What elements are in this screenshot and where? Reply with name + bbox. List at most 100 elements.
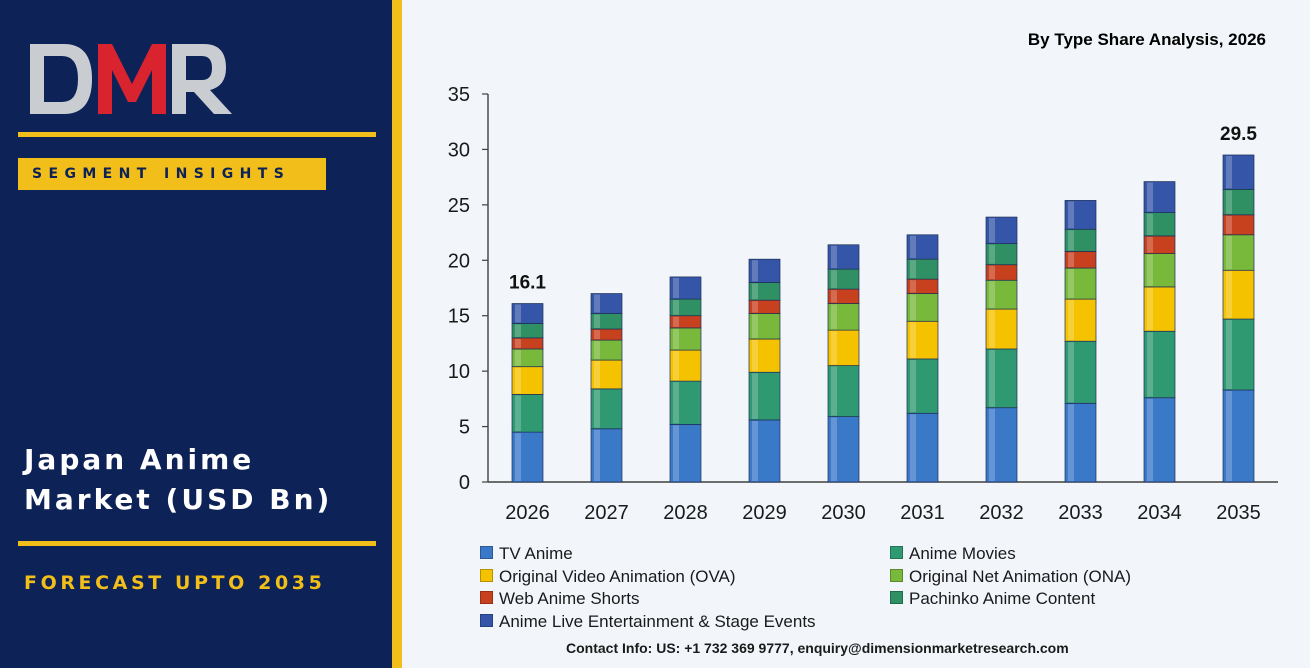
bar-highlight [752,339,758,372]
legend-item: Anime Live Entertainment & Stage Events [480,611,816,633]
bar-highlight [673,328,679,350]
y-tick-label: 25 [448,195,470,217]
legend-swatch [890,591,903,605]
bar-highlight [910,359,916,413]
bar-highlight [1068,252,1074,268]
bar-segment [1064,402,1097,483]
legend-item: Original Net Animation (ONA) [890,566,1131,588]
y-axis: 0 5 10 15 20 25 30 35 [448,84,489,494]
bar-highlight [989,281,995,309]
segment-insights-badge: SEGMENT INSIGHTS [18,158,326,190]
x-tick-label: 2028 [663,502,708,524]
bar-segment [590,359,623,390]
bar-highlight [1226,190,1232,214]
bar-segment [827,303,860,331]
market-title-line2: Market (USD Bn) [24,483,333,516]
bar-highlight [1147,287,1153,331]
bar-highlight [1226,390,1232,481]
bar-highlight [831,304,837,330]
y-tick-label: 0 [459,472,470,494]
bar-segment [590,293,623,314]
bar-highlight [752,301,758,313]
bar-highlight [989,265,995,280]
bar-highlight [1147,254,1153,286]
bar-highlight [673,300,679,315]
bar-highlight [910,414,916,481]
bar-segment [511,303,544,324]
bar-highlight [594,294,600,313]
bar-highlight [752,420,758,481]
bar-highlight [910,280,916,293]
bar-highlight [1226,271,1232,319]
bar-highlight [989,349,995,407]
bar-highlight [515,395,521,432]
total-labels: 16.1 29.5 [509,124,1257,294]
bar-highlight [594,341,600,360]
total-label: 29.5 [1220,124,1257,145]
y-tick-label: 5 [459,417,470,439]
bar-highlight [752,373,758,419]
bar-highlight [673,351,679,381]
bar-highlight [1068,300,1074,341]
bar-highlight [1147,213,1153,235]
x-tick-label: 2031 [900,502,945,524]
market-title: Japan Anime Market (USD Bn) [24,440,374,520]
bar-segment [590,428,623,483]
legend-swatch [480,568,493,582]
bar-highlight [1068,269,1074,299]
x-tick-label: 2030 [821,502,866,524]
bar-segment [985,407,1018,483]
x-tick-label: 2026 [505,502,550,524]
x-tick-label: 2034 [1137,502,1182,524]
bar-segment [669,424,702,483]
bar-segment [985,308,1018,350]
bar-segment [1222,188,1255,216]
bar-highlight [1068,404,1074,481]
bar-highlight [594,330,600,340]
bar-highlight [1226,155,1232,189]
legend-item: Anime Movies [890,543,1016,565]
y-tick-label: 30 [448,139,470,161]
legend-item: Web Anime Shorts [480,588,639,610]
bar-segment [1064,298,1097,342]
x-axis: 2026 2027 2028 2029 2030 2031 2032 2033 2034 2035 [488,481,1278,524]
bar-segment [985,279,1018,310]
legend-item: TV Anime [480,543,573,565]
bar-highlight [831,290,837,303]
bar-segment [748,371,781,421]
y-tick-label: 35 [448,84,470,106]
bar-highlight [673,382,679,424]
legend-swatch [480,591,493,605]
legend-label: TV Anime [499,544,573,563]
bar-highlight [594,314,600,329]
x-tick-label: 2029 [742,502,787,524]
bar-segment [1143,330,1176,399]
bar-segment [590,388,623,430]
x-tick-label: 2035 [1216,502,1261,524]
bar-segment [1143,397,1176,483]
bar-segment [1143,181,1176,213]
bar-highlight [594,361,600,388]
legend-swatch [480,546,493,559]
bar-segment [827,244,860,270]
bar-highlight [594,429,600,481]
bar-highlight [910,235,916,259]
bar-highlight [1226,235,1232,270]
bar-highlight [515,349,521,366]
bar-highlight [910,260,916,279]
total-label: 16.1 [509,273,546,294]
legend-item: Pachinko Anime Content [890,588,1095,610]
bar-highlight [752,314,758,338]
forecast-label: FORECAST UPTO 2035 [24,572,326,594]
bar-highlight [989,408,995,481]
gold-rule-top [18,132,376,137]
bar-highlight [1068,342,1074,403]
bar-segment [906,293,939,322]
legend-label: Original Video Animation (OVA) [499,566,736,586]
x-tick-label: 2032 [979,502,1024,524]
bar-highlight [989,218,995,243]
chart-subtitle: By Type Share Analysis, 2026 [1027,30,1266,49]
bar-highlight [1147,398,1153,481]
x-tick-label: 2027 [584,502,629,524]
bar-highlight [515,324,521,337]
